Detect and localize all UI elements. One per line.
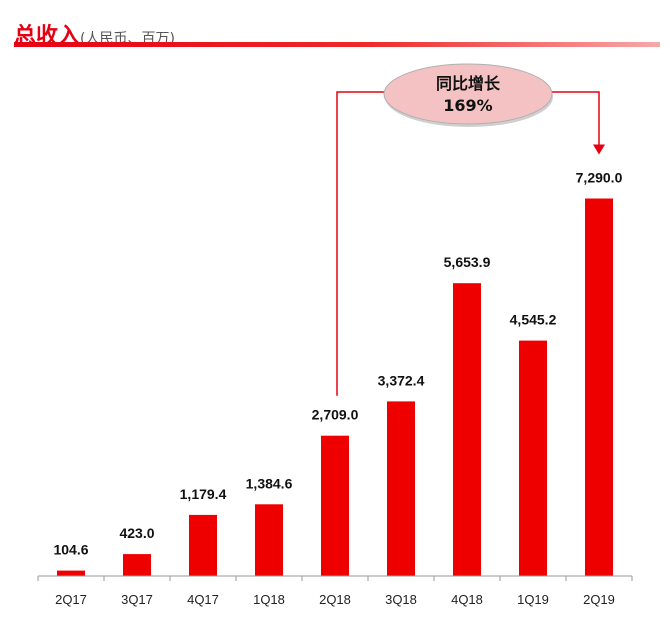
- bar-2q19: [585, 198, 613, 576]
- value-label-1q19: 4,545.2: [510, 312, 557, 328]
- growth-callout: 同比增长 169%: [383, 63, 553, 127]
- value-label-3q17: 423.0: [119, 525, 154, 541]
- category-label-1q19: 1Q19: [517, 592, 549, 607]
- bar-3q18: [387, 401, 415, 576]
- bars-group: 104.6 423.0 1,179.4 1,384.6 2,709.0 3,372.4 5,…: [53, 170, 623, 576]
- callout-line1: 同比增长: [436, 74, 501, 93]
- category-label-1q18: 1Q18: [253, 592, 285, 607]
- value-label-2q17: 104.6: [53, 542, 88, 558]
- category-label-3q18: 3Q18: [385, 592, 417, 607]
- bar-4q18: [453, 283, 481, 576]
- x-axis-ticks: 2Q17 3Q17 4Q17 1Q18 2Q18 3Q18 4Q18 1Q19 2Q19: [37, 576, 633, 607]
- category-label-2q17: 2Q17: [55, 592, 87, 607]
- title-underline: [14, 42, 660, 47]
- category-label-3q17: 3Q17: [121, 592, 153, 607]
- connector-arrowhead: [593, 144, 605, 155]
- bar-2q18: [321, 435, 349, 576]
- category-label-2q18: 2Q18: [319, 592, 351, 607]
- callout-bubble: [383, 63, 553, 125]
- value-label-1q18: 1,384.6: [246, 475, 293, 491]
- value-label-2q18: 2,709.0: [312, 407, 359, 423]
- category-label-4q18: 4Q18: [451, 592, 483, 607]
- bar-1q19: [519, 340, 547, 576]
- value-label-4q17: 1,179.4: [180, 486, 227, 502]
- value-label-3q18: 3,372.4: [378, 372, 425, 388]
- bar-1q18: [255, 504, 283, 576]
- value-label-4q18: 5,653.9: [444, 254, 491, 270]
- bar-3q17: [123, 554, 151, 576]
- category-label-2q19: 2Q19: [583, 592, 615, 607]
- callout-line2: 169%: [443, 96, 492, 115]
- chart-header: 总收入(人民币、百万): [8, 18, 660, 49]
- value-label-2q19: 7,290.0: [576, 170, 623, 186]
- bar-2q17: [57, 570, 85, 576]
- bar-4q17: [189, 514, 217, 576]
- category-label-4q17: 4Q17: [187, 592, 219, 607]
